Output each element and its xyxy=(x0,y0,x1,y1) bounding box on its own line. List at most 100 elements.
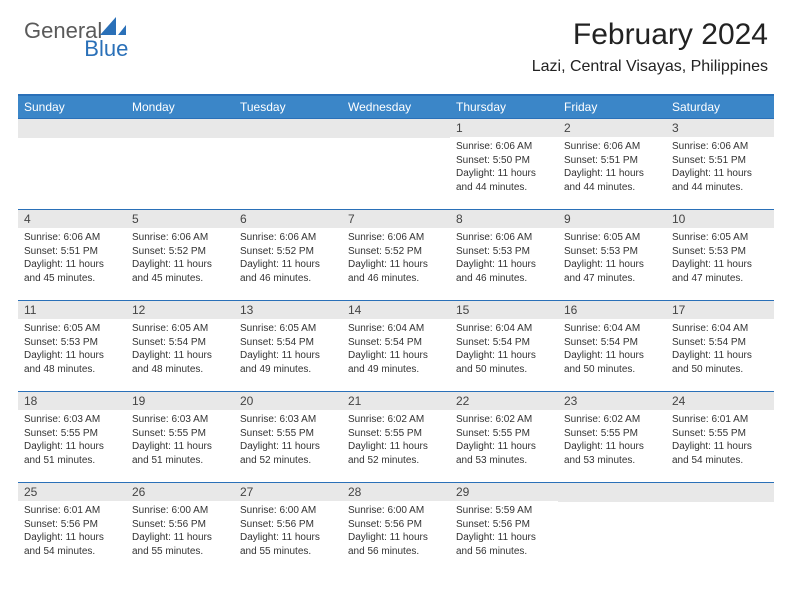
sunrise-text: Sunrise: 6:04 AM xyxy=(564,322,660,336)
logo: General Blue xyxy=(24,18,176,44)
header: General Blue February 2024 Lazi, Central… xyxy=(0,0,792,84)
sunset-text: Sunset: 5:53 PM xyxy=(24,336,120,350)
day-number: 25 xyxy=(18,483,126,501)
daylight-text: Daylight: 11 hours and 48 minutes. xyxy=(132,349,228,376)
sunrise-text: Sunrise: 6:05 AM xyxy=(240,322,336,336)
month-title: February 2024 xyxy=(532,18,768,52)
sunrise-text: Sunrise: 6:06 AM xyxy=(240,231,336,245)
sunrise-text: Sunrise: 6:05 AM xyxy=(564,231,660,245)
sunrise-text: Sunrise: 6:04 AM xyxy=(348,322,444,336)
day-number: 16 xyxy=(558,301,666,319)
day-number: 19 xyxy=(126,392,234,410)
day-number: 9 xyxy=(558,210,666,228)
daylight-text: Daylight: 11 hours and 47 minutes. xyxy=(672,258,768,285)
sunset-text: Sunset: 5:54 PM xyxy=(132,336,228,350)
sunset-text: Sunset: 5:54 PM xyxy=(240,336,336,350)
sunset-text: Sunset: 5:54 PM xyxy=(672,336,768,350)
sunset-text: Sunset: 5:54 PM xyxy=(348,336,444,350)
day-cell: 12Sunrise: 6:05 AMSunset: 5:54 PMDayligh… xyxy=(126,301,234,391)
day-number: 12 xyxy=(126,301,234,319)
day-cell: 18Sunrise: 6:03 AMSunset: 5:55 PMDayligh… xyxy=(18,392,126,482)
day-number: 14 xyxy=(342,301,450,319)
day-cell: 21Sunrise: 6:02 AMSunset: 5:55 PMDayligh… xyxy=(342,392,450,482)
day-number: 22 xyxy=(450,392,558,410)
day-details: Sunrise: 6:03 AMSunset: 5:55 PMDaylight:… xyxy=(18,410,126,473)
day-details: Sunrise: 6:04 AMSunset: 5:54 PMDaylight:… xyxy=(342,319,450,382)
weekday-header: Friday xyxy=(558,96,666,118)
daylight-text: Daylight: 11 hours and 54 minutes. xyxy=(672,440,768,467)
day-details: Sunrise: 6:02 AMSunset: 5:55 PMDaylight:… xyxy=(342,410,450,473)
day-number: 13 xyxy=(234,301,342,319)
daylight-text: Daylight: 11 hours and 47 minutes. xyxy=(564,258,660,285)
daylight-text: Daylight: 11 hours and 56 minutes. xyxy=(348,531,444,558)
sunrise-text: Sunrise: 6:04 AM xyxy=(672,322,768,336)
sunrise-text: Sunrise: 6:05 AM xyxy=(24,322,120,336)
empty-day-bar xyxy=(558,483,666,502)
day-cell: 7Sunrise: 6:06 AMSunset: 5:52 PMDaylight… xyxy=(342,210,450,300)
day-number: 26 xyxy=(126,483,234,501)
daylight-text: Daylight: 11 hours and 45 minutes. xyxy=(132,258,228,285)
day-cell xyxy=(558,483,666,573)
day-cell xyxy=(126,119,234,209)
day-cell: 22Sunrise: 6:02 AMSunset: 5:55 PMDayligh… xyxy=(450,392,558,482)
week-row: 4Sunrise: 6:06 AMSunset: 5:51 PMDaylight… xyxy=(18,209,774,300)
day-details: Sunrise: 6:00 AMSunset: 5:56 PMDaylight:… xyxy=(234,501,342,564)
day-cell: 11Sunrise: 6:05 AMSunset: 5:53 PMDayligh… xyxy=(18,301,126,391)
daylight-text: Daylight: 11 hours and 52 minutes. xyxy=(348,440,444,467)
daylight-text: Daylight: 11 hours and 51 minutes. xyxy=(24,440,120,467)
day-cell: 25Sunrise: 6:01 AMSunset: 5:56 PMDayligh… xyxy=(18,483,126,573)
sunrise-text: Sunrise: 6:03 AM xyxy=(240,413,336,427)
weekday-header-row: Sunday Monday Tuesday Wednesday Thursday… xyxy=(18,96,774,118)
day-details: Sunrise: 6:06 AMSunset: 5:50 PMDaylight:… xyxy=(450,137,558,200)
day-number: 1 xyxy=(450,119,558,137)
day-cell: 4Sunrise: 6:06 AMSunset: 5:51 PMDaylight… xyxy=(18,210,126,300)
weekday-header: Tuesday xyxy=(234,96,342,118)
day-number: 10 xyxy=(666,210,774,228)
day-number: 21 xyxy=(342,392,450,410)
day-cell: 5Sunrise: 6:06 AMSunset: 5:52 PMDaylight… xyxy=(126,210,234,300)
weekday-header: Thursday xyxy=(450,96,558,118)
sunrise-text: Sunrise: 6:03 AM xyxy=(24,413,120,427)
sunset-text: Sunset: 5:56 PM xyxy=(240,518,336,532)
sunset-text: Sunset: 5:55 PM xyxy=(348,427,444,441)
sunset-text: Sunset: 5:55 PM xyxy=(564,427,660,441)
sunset-text: Sunset: 5:53 PM xyxy=(564,245,660,259)
sunset-text: Sunset: 5:56 PM xyxy=(132,518,228,532)
daylight-text: Daylight: 11 hours and 56 minutes. xyxy=(456,531,552,558)
sunset-text: Sunset: 5:56 PM xyxy=(456,518,552,532)
empty-day-bar xyxy=(18,119,126,138)
day-details: Sunrise: 6:01 AMSunset: 5:55 PMDaylight:… xyxy=(666,410,774,473)
day-cell xyxy=(666,483,774,573)
day-details: Sunrise: 6:04 AMSunset: 5:54 PMDaylight:… xyxy=(558,319,666,382)
sunrise-text: Sunrise: 6:06 AM xyxy=(348,231,444,245)
day-details: Sunrise: 6:00 AMSunset: 5:56 PMDaylight:… xyxy=(342,501,450,564)
empty-day-bar xyxy=(342,119,450,138)
sunrise-text: Sunrise: 6:02 AM xyxy=(348,413,444,427)
day-details: Sunrise: 5:59 AMSunset: 5:56 PMDaylight:… xyxy=(450,501,558,564)
sunrise-text: Sunrise: 6:05 AM xyxy=(672,231,768,245)
empty-day-bar xyxy=(234,119,342,138)
daylight-text: Daylight: 11 hours and 52 minutes. xyxy=(240,440,336,467)
daylight-text: Daylight: 11 hours and 46 minutes. xyxy=(456,258,552,285)
day-cell: 19Sunrise: 6:03 AMSunset: 5:55 PMDayligh… xyxy=(126,392,234,482)
weekday-header: Wednesday xyxy=(342,96,450,118)
logo-text-blue: Blue xyxy=(84,36,128,62)
daylight-text: Daylight: 11 hours and 44 minutes. xyxy=(564,167,660,194)
day-details: Sunrise: 6:06 AMSunset: 5:51 PMDaylight:… xyxy=(558,137,666,200)
day-details: Sunrise: 6:06 AMSunset: 5:52 PMDaylight:… xyxy=(342,228,450,291)
week-row: 1Sunrise: 6:06 AMSunset: 5:50 PMDaylight… xyxy=(18,118,774,209)
sunset-text: Sunset: 5:52 PM xyxy=(348,245,444,259)
day-details: Sunrise: 6:05 AMSunset: 5:53 PMDaylight:… xyxy=(558,228,666,291)
day-cell xyxy=(234,119,342,209)
week-row: 11Sunrise: 6:05 AMSunset: 5:53 PMDayligh… xyxy=(18,300,774,391)
day-details: Sunrise: 6:05 AMSunset: 5:53 PMDaylight:… xyxy=(18,319,126,382)
daylight-text: Daylight: 11 hours and 51 minutes. xyxy=(132,440,228,467)
day-number: 20 xyxy=(234,392,342,410)
daylight-text: Daylight: 11 hours and 50 minutes. xyxy=(672,349,768,376)
day-number: 27 xyxy=(234,483,342,501)
day-details: Sunrise: 6:02 AMSunset: 5:55 PMDaylight:… xyxy=(558,410,666,473)
weekday-header: Monday xyxy=(126,96,234,118)
daylight-text: Daylight: 11 hours and 44 minutes. xyxy=(456,167,552,194)
day-cell: 24Sunrise: 6:01 AMSunset: 5:55 PMDayligh… xyxy=(666,392,774,482)
day-number: 7 xyxy=(342,210,450,228)
